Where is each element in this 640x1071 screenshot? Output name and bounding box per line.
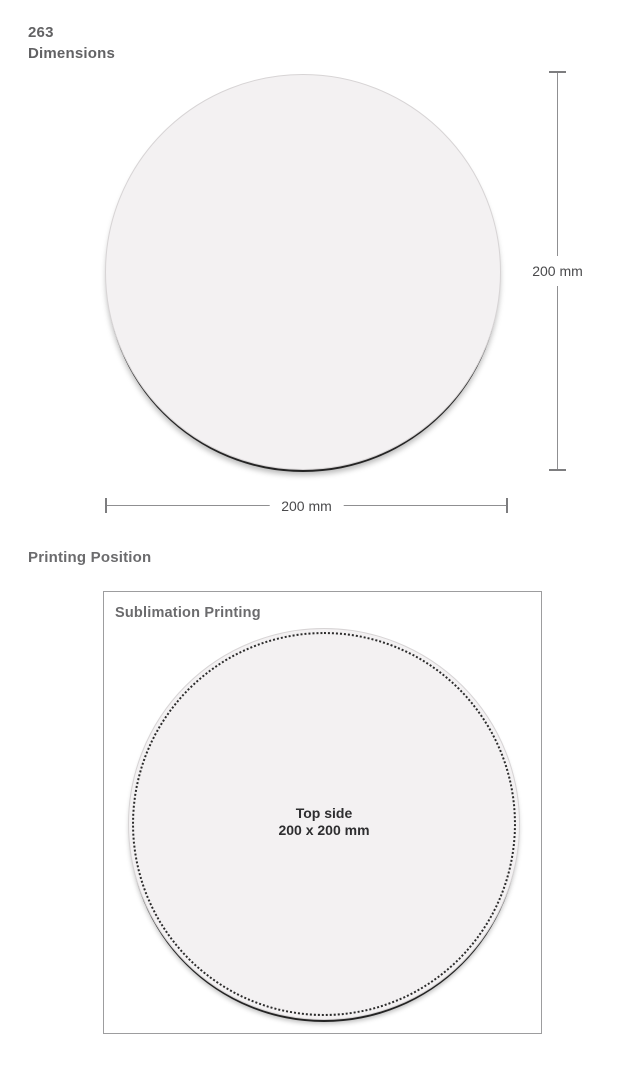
dimensions-heading: Dimensions [28, 45, 116, 62]
mousepad-printing-diagram [128, 628, 520, 1022]
print-area-dotted-outline [132, 632, 516, 1016]
page-header: 263 Dimensions [28, 22, 115, 64]
product-code: 263 [28, 24, 54, 41]
mousepad-dimensions-diagram [105, 74, 501, 472]
width-dimension-label: 200 mm [269, 496, 344, 515]
dimension-tick-bottom [549, 469, 566, 471]
dimension-tick-right [506, 498, 508, 513]
print-side-label: Top side [295, 805, 353, 821]
print-size-label: 200 x 200 mm [278, 822, 370, 838]
height-dimension-label: 200 mm [530, 256, 585, 286]
printing-position-box: Sublimation Printing Top side 200 x 200 … [103, 591, 542, 1034]
width-dimension: 200 mm [105, 496, 508, 515]
sublimation-printing-label: Sublimation Printing [115, 605, 261, 621]
mousepad-top-surface [105, 74, 501, 470]
height-dimension: 200 mm [530, 71, 585, 471]
dimension-tick-top [549, 71, 566, 73]
dimension-tick-left [105, 498, 107, 513]
print-area-label: Top side 200 x 200 mm [128, 805, 520, 839]
printing-position-heading: Printing Position [28, 549, 152, 566]
